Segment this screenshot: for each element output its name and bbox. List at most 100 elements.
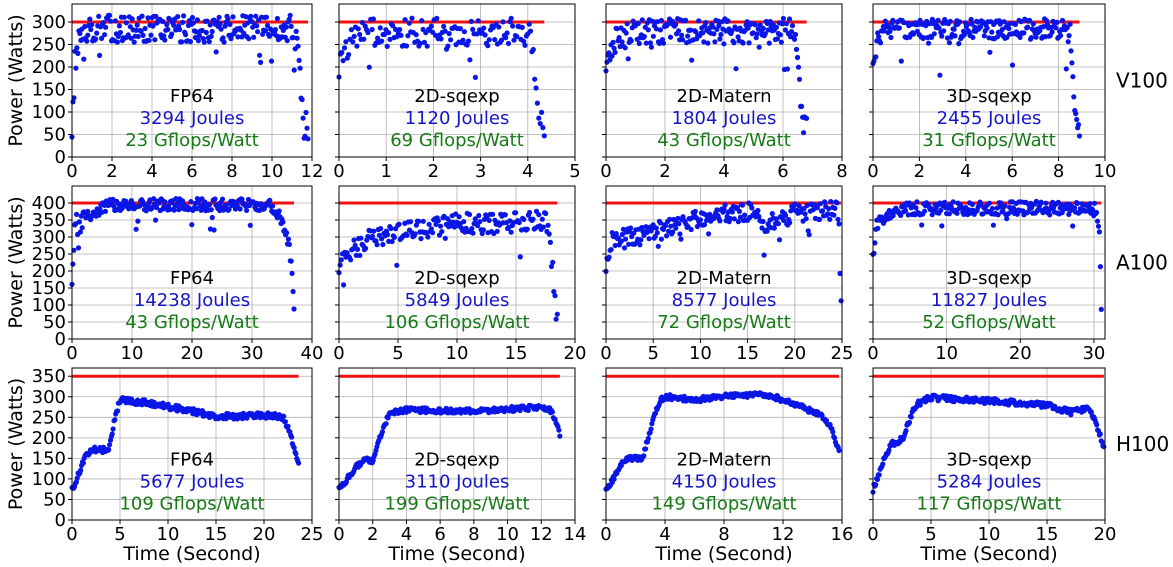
power-sample-point [921, 35, 927, 41]
power-sample-point [783, 21, 790, 27]
power-sample-point [989, 205, 996, 212]
power-sample-point [366, 64, 372, 70]
y-tick-label: 100 [32, 469, 66, 490]
power-sample-point [786, 16, 793, 22]
power-sample-point [623, 30, 629, 36]
power-sample-point [947, 18, 953, 24]
x-tick-label: 12 [530, 524, 553, 545]
power-sample-point [386, 30, 392, 36]
power-sample-point [645, 435, 651, 442]
gpu-row-label: H100 [1116, 432, 1169, 456]
power-sample-point [1026, 17, 1033, 23]
x-tick-label: 5 [925, 524, 936, 545]
x-tick-label: 5 [647, 343, 658, 364]
power-sample-point [428, 23, 434, 29]
power-sample-point [820, 208, 826, 214]
power-sample-point [502, 212, 508, 218]
power-sample-point [619, 231, 626, 238]
power-sample-point [389, 238, 395, 245]
power-sample-point [660, 40, 667, 46]
x-tick-label: 20 [1009, 343, 1032, 364]
y-tick-label: 250 [32, 407, 66, 428]
power-sample-point [871, 250, 877, 256]
power-sample-point [886, 24, 892, 30]
power-sample-point [759, 225, 765, 231]
power-sample-point [383, 421, 389, 427]
energy-label: 14238 Joules [134, 290, 250, 311]
power-sample-point [837, 270, 843, 277]
power-sample-point [341, 282, 347, 288]
power-sample-point [1098, 306, 1104, 312]
power-sample-point [85, 208, 91, 214]
power-sample-point [939, 33, 945, 39]
power-sample-point [653, 225, 659, 231]
power-sample-point [85, 32, 91, 38]
efficiency-label: 31 Gflops/Watt [922, 130, 1056, 151]
x-tick-label: 14 [564, 524, 587, 545]
axes-frame [338, 3, 576, 158]
power-sample-point [199, 27, 205, 34]
power-sample-point [142, 25, 148, 32]
kernel-label: FP64 [170, 268, 214, 289]
power-sample-point [776, 237, 783, 243]
power-sample-point [757, 22, 763, 28]
power-sample-point [267, 197, 273, 203]
power-sample-point [111, 203, 117, 209]
power-sample-point [771, 225, 777, 231]
x-tick-label: 0 [600, 343, 611, 364]
power-sample-point [480, 227, 486, 233]
power-sample-point [736, 208, 743, 214]
power-sample-point [1101, 444, 1107, 450]
x-tick-label: 8 [226, 161, 237, 182]
power-sample-point [781, 217, 787, 223]
power-sample-point [525, 407, 532, 413]
x-tick-label: 6 [186, 161, 197, 182]
kernel-label: 2D-sqexp [414, 86, 499, 107]
power-sample-point [340, 58, 346, 64]
power-sample-point [424, 43, 430, 49]
power-sample-point [834, 200, 840, 206]
power-sample-point [987, 49, 993, 55]
power-sample-point [438, 36, 444, 42]
kernel-label: 2D-Matern [677, 268, 772, 289]
power-sample-point [611, 45, 617, 51]
power-sample-point [208, 33, 214, 40]
power-sample-point [305, 136, 311, 142]
power-sample-point [609, 53, 615, 59]
power-sample-point [290, 288, 296, 295]
y-tick-label: 0 [55, 329, 66, 350]
power-sample-point [352, 242, 358, 248]
power-sample-point [181, 13, 187, 19]
power-sample-point [358, 235, 364, 241]
power-sample-point [1000, 208, 1006, 214]
power-sample-point [490, 211, 496, 217]
power-sample-point [425, 234, 431, 240]
power-sample-point [656, 40, 663, 47]
power-sample-point [404, 232, 410, 238]
x-axis-title: Time (Second) [122, 543, 260, 565]
power-sample-point [712, 39, 718, 45]
power-sample-point [611, 476, 617, 482]
x-tick-label: 1 [380, 161, 391, 182]
power-sample-point [929, 212, 935, 218]
power-sample-point [831, 212, 837, 218]
power-sample-point [986, 200, 993, 206]
power-sample-point [729, 209, 735, 215]
power-sample-point [359, 19, 365, 26]
y-tick-label: 50 [43, 125, 66, 146]
kernel-label: FP64 [170, 86, 214, 107]
power-sample-point [439, 229, 445, 235]
y-axis-title: Power (Watts) [5, 378, 27, 510]
power-sample-point [496, 24, 502, 30]
y-tick-label: 200 [32, 57, 66, 78]
power-sample-point [513, 210, 519, 216]
power-sample-point [348, 27, 354, 33]
power-sample-point [516, 219, 522, 226]
x-tick-label: 25 [301, 524, 324, 545]
power-sample-point [910, 31, 917, 37]
power-sample-point [830, 429, 836, 435]
power-sample-point [379, 38, 385, 44]
power-sample-point [397, 26, 403, 33]
power-sample-point [191, 406, 197, 412]
power-sample-point [1076, 133, 1083, 139]
